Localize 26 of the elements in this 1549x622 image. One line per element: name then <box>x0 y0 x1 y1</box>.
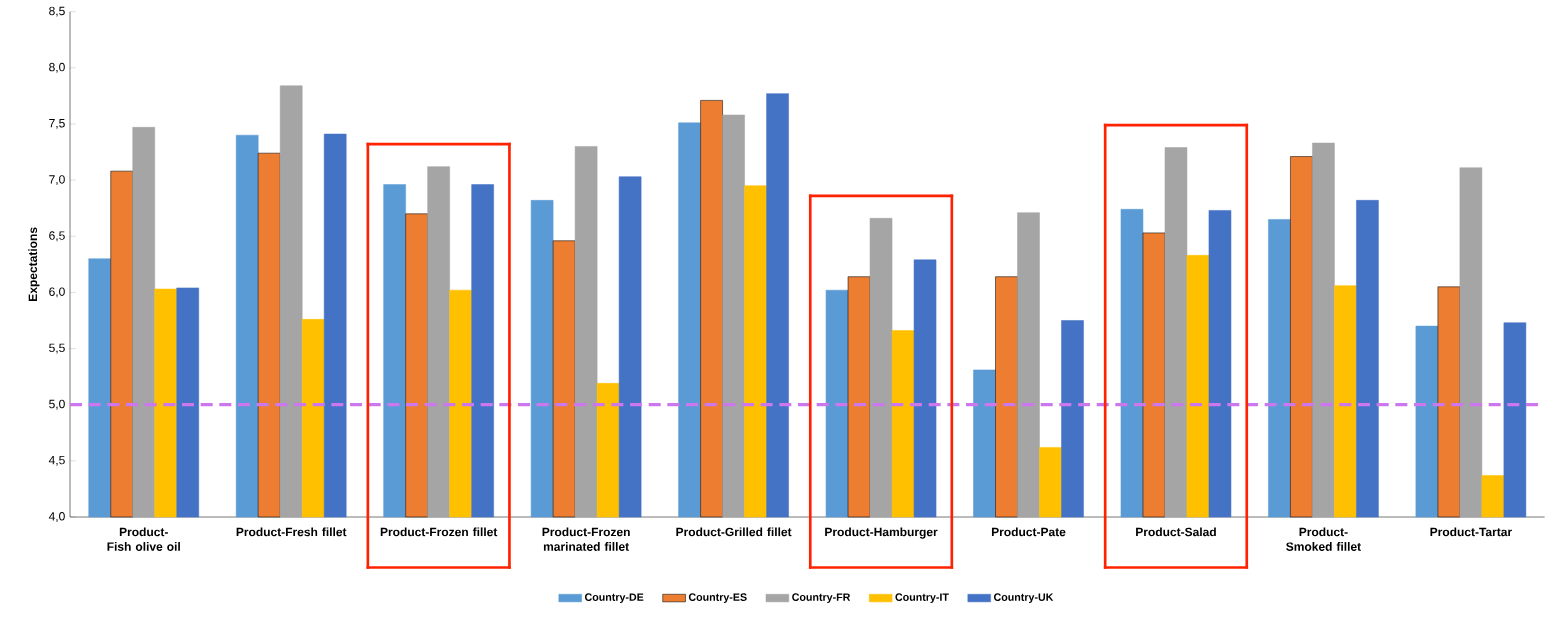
y-tick-label: 4,0 <box>48 512 65 522</box>
legend-label: Country-ES <box>688 593 747 604</box>
x-tick-label: Product-Smoked fillet <box>1286 527 1361 551</box>
legend-label: Country-DE <box>584 593 644 604</box>
x-tick-label: Product-Fresh fillet <box>236 527 347 537</box>
legend-label: Country-UK <box>993 593 1054 604</box>
x-tick-label: Product-Fish olive oil <box>107 527 180 551</box>
x-tick-label: Product-Pate <box>991 527 1066 537</box>
x-tick-label: Product-Frozen fillet <box>380 527 498 537</box>
y-tick-label: 7,0 <box>49 175 65 186</box>
x-tick-label: Product-Hamburger <box>825 527 938 539</box>
x-tick-label: Product-Salad <box>1136 527 1216 537</box>
y-tick-label: 8,5 <box>49 6 65 17</box>
legend-label: Country-IT <box>895 593 949 604</box>
y-tick-label: 8,0 <box>49 62 65 73</box>
legend-label: Country-FR <box>792 593 851 604</box>
x-tick-label: Product-Tartar <box>1430 527 1512 537</box>
x-tick-label: Product-Grilled fillet <box>676 527 792 537</box>
y-axis-title: Expectations <box>28 227 40 301</box>
x-tick-label: Product-Frozen marinated fillet <box>542 527 630 551</box>
y-tick-label: 4,5 <box>48 455 65 466</box>
y-tick-label: 6,5 <box>49 231 65 242</box>
y-tick-label: 6,0 <box>49 287 65 298</box>
y-tick-label: 7,5 <box>49 119 65 129</box>
y-tick-label: 5,0 <box>49 399 65 410</box>
y-tick-label: 5,5 <box>49 343 65 354</box>
